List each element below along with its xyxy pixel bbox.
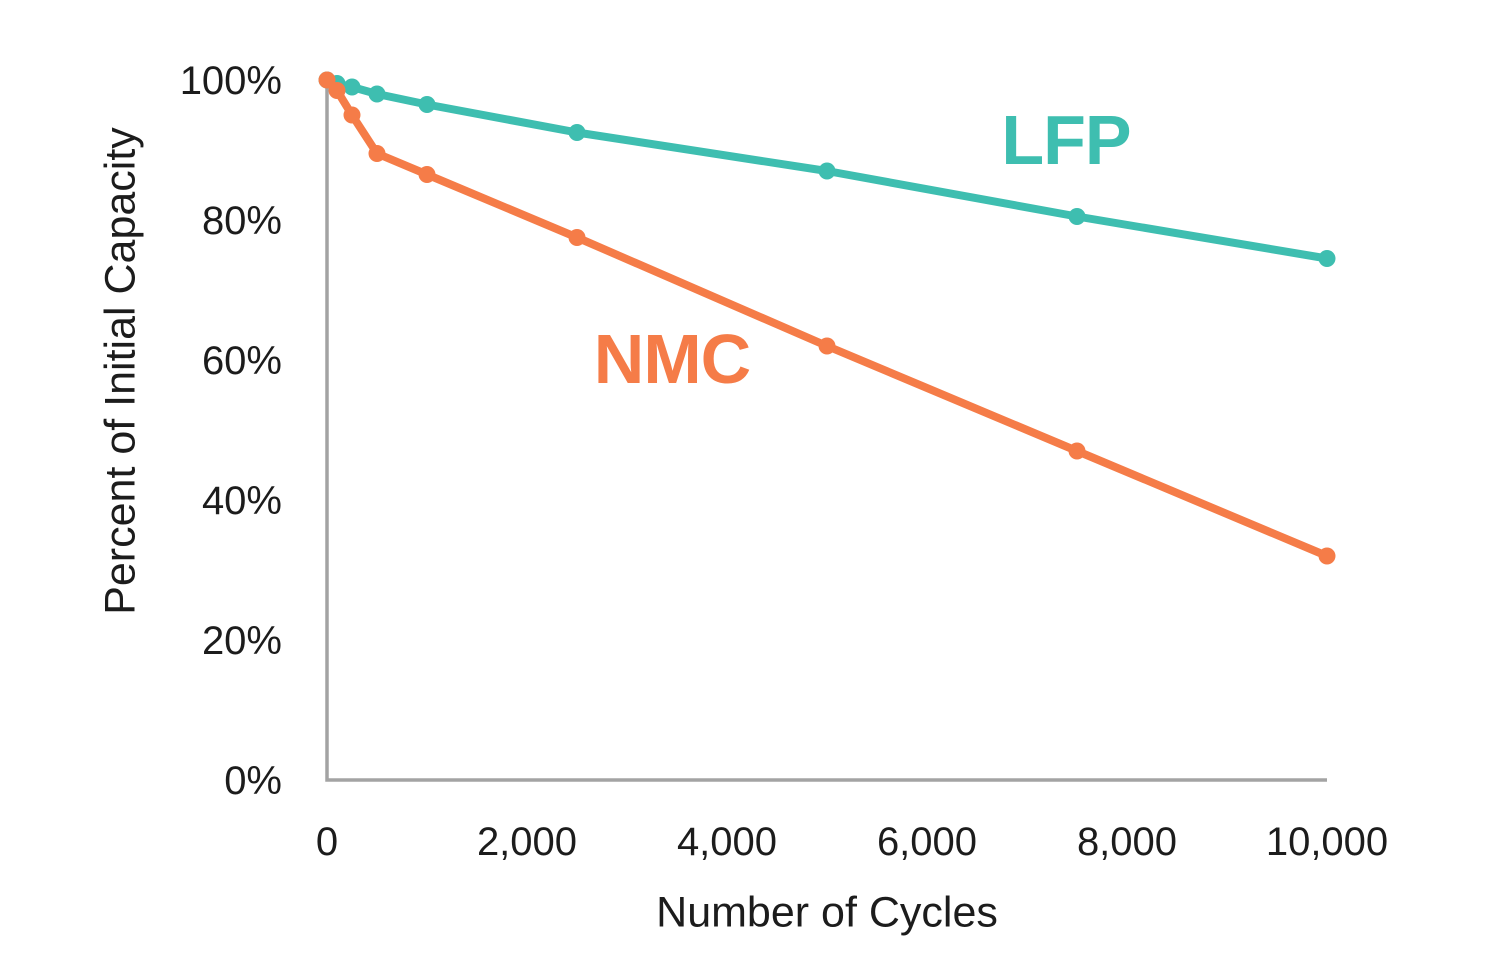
lfp-point bbox=[343, 78, 361, 96]
y-axis-title: Percent of Initial Capacity bbox=[96, 127, 145, 615]
nmc-point bbox=[1068, 442, 1086, 460]
lfp-point bbox=[818, 162, 836, 180]
nmc-point bbox=[328, 82, 346, 99]
lfp-point bbox=[1068, 208, 1086, 225]
x-tick-label: 0 bbox=[316, 820, 338, 864]
y-tick-label: 80% bbox=[202, 199, 282, 243]
nmc-point bbox=[418, 166, 436, 183]
lfp-point bbox=[368, 85, 386, 103]
series-label-lfp: LFP bbox=[1001, 101, 1131, 179]
lfp-point bbox=[568, 124, 586, 141]
axis-lines bbox=[325, 76, 1327, 782]
nmc-point bbox=[368, 145, 386, 162]
x-tick-label: 2,000 bbox=[477, 820, 577, 864]
lfp-point bbox=[418, 96, 436, 113]
x-tick-label: 8,000 bbox=[1077, 820, 1177, 864]
x-tick-label: 10,000 bbox=[1266, 820, 1388, 864]
nmc-point bbox=[1318, 547, 1336, 565]
series-label-nmc: NMC bbox=[593, 320, 751, 398]
y-tick-label: 40% bbox=[202, 479, 282, 523]
x-tick-label: 4,000 bbox=[677, 820, 777, 864]
x-axis-title: Number of Cycles bbox=[656, 888, 998, 937]
nmc-line bbox=[323, 76, 1331, 560]
y-tick-label: 100% bbox=[180, 59, 282, 103]
lfp-point bbox=[1318, 250, 1336, 267]
nmc-point bbox=[568, 229, 586, 246]
y-tick-label: 0% bbox=[224, 759, 282, 803]
y-tick-label: 60% bbox=[202, 339, 282, 383]
y-tick-label: 20% bbox=[202, 619, 282, 663]
nmc-point bbox=[818, 337, 836, 355]
nmc-point bbox=[343, 106, 361, 124]
x-tick-label: 6,000 bbox=[877, 820, 977, 864]
